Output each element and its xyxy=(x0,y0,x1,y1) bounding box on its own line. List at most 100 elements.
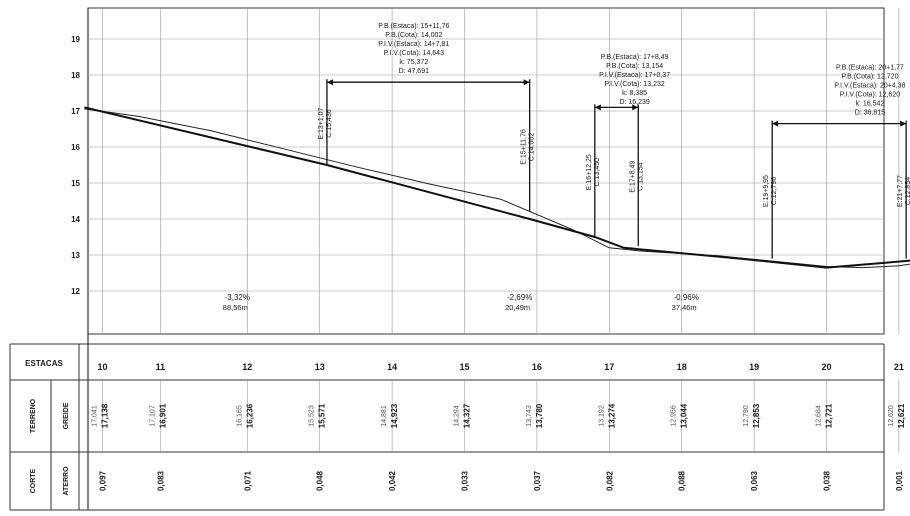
y-tick-label: 16 xyxy=(71,143,80,152)
arrow-right-icon xyxy=(900,120,907,127)
station-column: 12 16,165 16,236 0,071 xyxy=(236,362,254,491)
station-column: 18 12,956 13,044 0,088 xyxy=(671,362,689,491)
station-label: 18 xyxy=(677,362,687,372)
station-column: 17 13,192 13,274 0,082 xyxy=(598,362,616,491)
corte-value: 0,038 xyxy=(823,470,832,491)
terreno-value: 12,790 xyxy=(743,405,750,427)
station-label: 17 xyxy=(604,362,614,372)
terreno-value: 14,881 xyxy=(381,405,388,427)
terreno-value: 14,294 xyxy=(454,405,461,427)
curve-station-label: E:21+7,77 xyxy=(897,175,904,207)
curve-station-label: C:12,854 xyxy=(905,177,910,206)
grade-percent: -2,69% xyxy=(507,293,532,302)
vertical-curve-1: P.B.(Estaca): 15+11,76 P.B.(Cota): 14,002… xyxy=(318,23,536,212)
plot-frame xyxy=(87,7,885,335)
greide-header: GREIDE xyxy=(63,402,70,429)
curve-info-line: k: 75,372 xyxy=(399,59,428,66)
station-columns: 10 17,041 17,138 0,097 11 17,107 16,901 0,083 12… xyxy=(92,362,906,491)
grade-length: 20,49m xyxy=(505,303,530,312)
curve-info-line: P.B.(Cota): 14,002 xyxy=(385,32,442,39)
arrow-left-icon xyxy=(326,79,333,86)
station-column: 13 15,523 15,571 0,048 xyxy=(309,362,327,491)
curve-info-line: D: 16,239 xyxy=(619,99,649,106)
station-column: 16 13,743 13,780 0,037 xyxy=(526,362,544,491)
corte-value: 0,037 xyxy=(533,470,542,491)
corte-value: 0,097 xyxy=(99,470,108,491)
terrain-profile-line xyxy=(84,108,910,269)
greide-value: 13,274 xyxy=(607,403,616,428)
greide-value: 16,901 xyxy=(158,403,167,428)
grade-length: 37,46m xyxy=(672,303,697,312)
corte-value: 0,063 xyxy=(750,470,759,491)
greide-value: 16,236 xyxy=(245,403,254,428)
grid-lines xyxy=(88,8,900,334)
curve-station-label: C:13,450 xyxy=(594,158,601,187)
terreno-value: 17,107 xyxy=(149,405,156,427)
station-label: 14 xyxy=(387,362,397,372)
curve-station-label: E:19+9,95 xyxy=(763,175,770,207)
grade-percent: -3,32% xyxy=(225,293,250,302)
station-label: 20 xyxy=(821,362,831,372)
corte-header: CORTE xyxy=(30,468,37,493)
y-tick-label: 14 xyxy=(71,215,80,224)
y-tick-label: 12 xyxy=(71,287,80,296)
curve-info-line: P.I.V.(Cota): 14,643 xyxy=(384,50,444,57)
station-label: 13 xyxy=(315,362,325,372)
grade-percent: -0,96% xyxy=(674,293,699,302)
curve-station-label: C:12,796 xyxy=(771,177,778,206)
curve-station-label: E:17+8,49 xyxy=(629,161,636,193)
curve-info-line: k: 8,385 xyxy=(622,90,647,97)
curve-info-line: P.B.(Estaca): 17+8,49 xyxy=(601,54,669,61)
station-column: 15 14,294 14,327 0,033 xyxy=(454,362,472,491)
greide-value: 13,044 xyxy=(680,403,689,428)
station-label: 16 xyxy=(532,362,542,372)
curve-info-line: D: 36,815 xyxy=(855,110,885,117)
station-label: 10 xyxy=(97,362,107,372)
curve-info-line: P.B.(Cota): 13,154 xyxy=(606,63,663,70)
terreno-value: 12,620 xyxy=(888,405,895,427)
station-column: 14 14,881 14,923 0,042 xyxy=(381,362,399,491)
curve-info-line: P.B.(Cota): 12,720 xyxy=(841,74,898,81)
station-column: 21 12,620 12,621 0,001 xyxy=(888,362,906,491)
curve-station-label: E:16+12,25 xyxy=(586,154,593,190)
station-column: 11 17,107 16,901 0,083 xyxy=(149,362,167,491)
corte-value: 0,001 xyxy=(895,470,904,491)
grade-length: 88,56m xyxy=(223,303,248,312)
station-label: 15 xyxy=(459,362,469,372)
station-label: 12 xyxy=(242,362,252,372)
y-axis-tick-labels: 12 13 14 15 16 17 18 19 xyxy=(71,35,80,296)
corte-value: 0,082 xyxy=(605,470,614,491)
arrow-left-icon xyxy=(594,104,601,111)
greide-value: 12,621 xyxy=(897,403,906,428)
aterro-header: ATERRO xyxy=(63,466,70,496)
station-label: 19 xyxy=(749,362,759,372)
curve-station-label: E:15+11,76 xyxy=(521,129,528,165)
terreno-value: 13,192 xyxy=(598,405,605,427)
grade-labels: -3,32%88,56m -2,69%20,49m -0,96%37,46m xyxy=(223,293,699,312)
curve-station-label: E:13+1,07 xyxy=(318,107,325,139)
curve-info-line: k: 16,542 xyxy=(856,101,885,108)
station-column: 20 12,684 12,721 0,038 xyxy=(816,362,834,491)
corte-value: 0,071 xyxy=(243,470,252,491)
greide-value: 14,923 xyxy=(390,403,399,428)
y-tick-label: 18 xyxy=(71,71,80,80)
terreno-value: 13,743 xyxy=(526,405,533,427)
curve-info-line: P.B.(Estaca): 20+1,77 xyxy=(836,65,904,72)
terreno-value: 16,165 xyxy=(236,405,243,427)
corte-value: 0,042 xyxy=(388,470,397,491)
estacas-header: ESTACAS xyxy=(25,359,63,368)
curve-info-line: P.B.(Estaca): 15+11,76 xyxy=(378,23,449,30)
greide-value: 14,327 xyxy=(463,403,472,428)
terreno-value: 15,523 xyxy=(309,405,316,427)
corte-value: 0,048 xyxy=(316,470,325,491)
y-tick-label: 19 xyxy=(71,35,80,44)
curve-station-label: C:14,002 xyxy=(529,133,536,162)
corte-value: 0,088 xyxy=(678,470,687,491)
y-tick-label: 13 xyxy=(71,251,80,260)
corte-value: 0,033 xyxy=(461,470,470,491)
greide-value: 17,138 xyxy=(101,403,110,428)
arrow-right-icon xyxy=(632,104,639,111)
curve-info-line: P.I.V.(Estaca): 17+0,37 xyxy=(599,72,670,79)
vertical-curve-2: P.B.(Estaca): 17+8,49 P.B.(Cota): 13,154 P… xyxy=(586,54,670,246)
arrow-right-icon xyxy=(523,79,530,86)
